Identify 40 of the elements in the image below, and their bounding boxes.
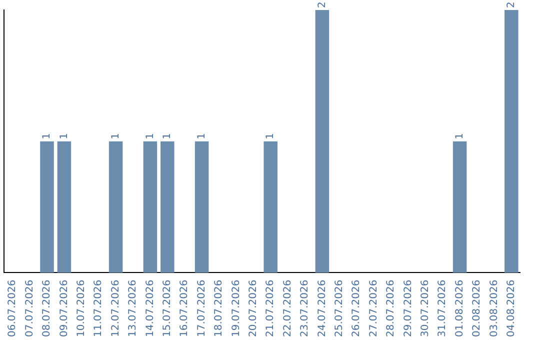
- data-label: 1: [162, 132, 173, 140]
- x-tick-label: 18.07.2026: [214, 280, 225, 338]
- x-tick-label: 03.08.2026: [488, 280, 500, 338]
- x-tick-label: 12.07.2026: [110, 280, 122, 338]
- data-label: 1: [144, 132, 156, 140]
- x-tick-label: 11.07.2026: [93, 280, 104, 338]
- x-tick-label: 04.08.2026: [506, 280, 517, 338]
- x-tick-label: 06.07.2026: [7, 280, 18, 338]
- x-tick-label: 07.07.2026: [24, 280, 36, 338]
- x-tick-label: 20.07.2026: [248, 280, 259, 338]
- x-tick-label: 23.07.2026: [300, 280, 311, 338]
- x-tick-label: 14.07.2026: [144, 280, 156, 338]
- x-tick-label: 27.07.2026: [368, 280, 380, 338]
- x-tick-label: 10.07.2026: [76, 280, 87, 338]
- x-tick-label: 02.08.2026: [472, 280, 483, 338]
- data-label: 1: [454, 132, 466, 140]
- x-tick-label: 16.07.2026: [179, 280, 190, 338]
- data-label: 2: [316, 2, 328, 8]
- x-tick-label: 13.07.2026: [128, 280, 139, 338]
- x-tick-label: 31.07.2026: [437, 280, 448, 338]
- x-tick-label: 19.07.2026: [230, 280, 242, 338]
- data-label: 1: [196, 132, 208, 140]
- data-label: 1: [42, 132, 53, 140]
- data-label: 1: [265, 132, 276, 140]
- x-tick-label: 26.07.2026: [351, 280, 362, 338]
- x-tick-label: 17.07.2026: [196, 280, 208, 338]
- x-tick-label: 01.08.2026: [454, 280, 466, 338]
- x-tick-label: 29.07.2026: [402, 280, 414, 338]
- x-tick-label: 25.07.2026: [334, 280, 345, 338]
- x-tick-label: 24.07.2026: [316, 280, 328, 338]
- x-tick-label: 30.07.2026: [420, 280, 431, 338]
- x-tick-label: 08.07.2026: [42, 280, 53, 338]
- x-tick-label: 15.07.2026: [162, 280, 173, 338]
- x-tick-label: 09.07.2026: [58, 280, 70, 338]
- x-tick-label: 22.07.2026: [282, 280, 294, 338]
- data-label: 1: [58, 132, 70, 140]
- data-label: 1: [110, 132, 122, 140]
- data-label: 2: [506, 2, 517, 8]
- x-tick-label: 21.07.2026: [265, 280, 276, 338]
- x-tick-label: 28.07.2026: [386, 280, 397, 338]
